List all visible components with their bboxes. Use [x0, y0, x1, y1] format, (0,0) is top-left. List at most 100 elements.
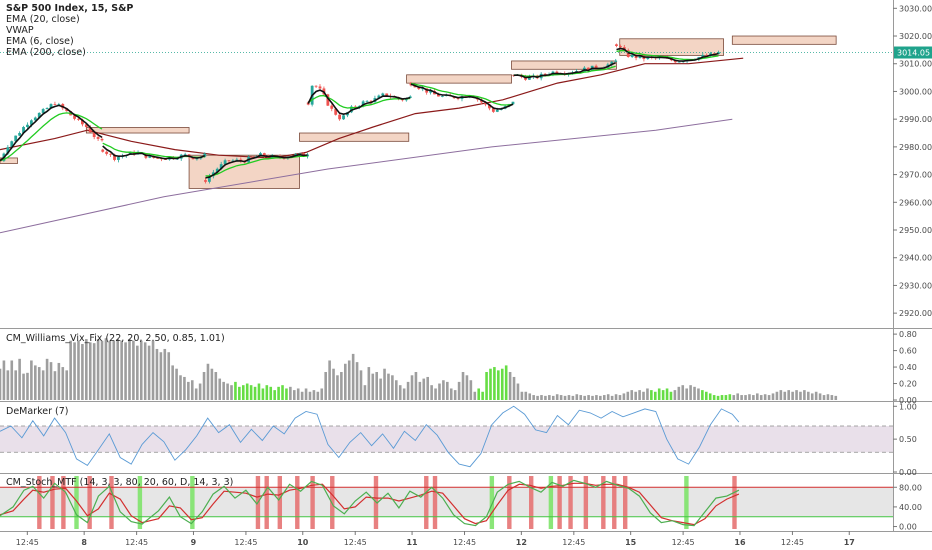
candle-down: [262, 153, 266, 157]
wvf-bar: [489, 368, 492, 400]
candle-up: [148, 155, 152, 158]
stoch-signal-red: [732, 476, 737, 529]
candle-up: [342, 115, 345, 120]
wvf-bar: [497, 370, 500, 400]
price-tick-label: 2950.00: [899, 226, 932, 235]
price-pane: 3030.00 3020.00 3010.00 3000.00 2990.00 2980.…: [0, 4, 932, 318]
wvf-bar: [22, 373, 25, 400]
wvf-bar: [626, 391, 630, 400]
wvf-bar: [194, 388, 198, 400]
wvf-bar: [234, 381, 237, 400]
candle-up: [614, 60, 618, 62]
stoch-signal-red: [528, 476, 534, 529]
candle-down: [618, 45, 622, 48]
candle-up: [511, 101, 515, 105]
candle-down: [437, 94, 440, 97]
wvf-tick-label: 0.00: [899, 396, 917, 405]
wvf-bar: [681, 385, 685, 400]
wvf-bar: [371, 373, 375, 400]
wvf-bar: [418, 381, 422, 400]
wvf-bar: [434, 388, 437, 400]
ema20-line: [410, 82, 514, 106]
candle-down: [109, 153, 112, 155]
price-tick-label: 2960.00: [899, 198, 932, 207]
wvf-bar: [85, 339, 88, 400]
wvf-bar: [340, 372, 343, 400]
candle-down: [318, 86, 322, 89]
wvf-bar: [116, 339, 120, 400]
wvf-bar: [336, 375, 339, 400]
candle-up: [45, 108, 49, 110]
wvf-bar: [402, 388, 406, 400]
wvf-bar: [328, 360, 331, 400]
wvf-bar: [159, 352, 163, 400]
candle-up: [349, 106, 353, 113]
ema6-line: [205, 153, 308, 179]
wvf-bar: [748, 394, 751, 400]
stoch-tick-label: 0.00: [899, 523, 917, 532]
stoch-signal-green: [548, 476, 554, 529]
time-tick-label: 12:45: [781, 538, 804, 547]
stoch-signal-red: [557, 476, 562, 529]
wvf-bar: [477, 388, 481, 400]
time-tick-label: 12:45: [562, 538, 585, 547]
wvf-bar: [528, 393, 532, 400]
candle-down: [88, 126, 92, 133]
stoch-signal-red: [87, 476, 92, 529]
wvf-bar: [759, 395, 763, 400]
wvf-bar: [14, 370, 17, 400]
wvf-bar: [96, 339, 100, 400]
candle-up: [231, 160, 235, 162]
wvf-tick-label: 0.80: [899, 330, 917, 339]
wvf-bar: [241, 385, 245, 400]
wvf-bar: [30, 360, 33, 400]
wvf-bar: [504, 365, 508, 400]
stoch-signal-red: [330, 476, 335, 529]
wvf-bar: [112, 340, 116, 400]
stoch-tick-label: 40.00: [899, 503, 922, 512]
wvf-bar: [296, 388, 300, 400]
wvf-bar: [665, 388, 669, 400]
wvf-bar: [685, 388, 688, 400]
candle-down: [84, 124, 88, 127]
candle-down: [73, 115, 76, 119]
candle-down: [92, 132, 96, 138]
candle-up: [377, 95, 381, 99]
wvf-bar: [756, 393, 759, 400]
stoch-signal-red: [583, 476, 589, 529]
wvf-bar: [18, 358, 21, 400]
wvf-bar: [147, 345, 151, 400]
wvf-bar: [422, 378, 426, 400]
candle-down: [555, 71, 559, 74]
wvf-bar: [508, 372, 512, 400]
wvf-bar: [281, 385, 284, 400]
wvf-bar: [308, 391, 312, 400]
candle-up: [57, 104, 61, 105]
candle-up: [22, 127, 25, 133]
wvf-bar: [512, 376, 516, 400]
stoch-signal-red: [277, 476, 283, 529]
time-tick-label: 12:45: [16, 538, 39, 547]
wvf-bar: [614, 394, 618, 400]
candle-up: [440, 96, 444, 97]
candle-down: [417, 87, 421, 89]
wvf-bar: [548, 395, 551, 400]
wvf-bar: [575, 394, 579, 400]
candle-up: [6, 147, 10, 154]
candle-down: [96, 137, 100, 139]
demarker-pane-title: DeMarker (7): [6, 406, 69, 417]
candle-down: [338, 114, 342, 120]
wvf-bar: [485, 372, 488, 400]
wvf-bar: [799, 391, 802, 400]
wvf-bar: [379, 378, 382, 400]
wvf-bar: [426, 376, 430, 400]
wvf-bar: [304, 388, 308, 400]
wvf-bar: [438, 383, 441, 400]
wvf-bar: [387, 373, 390, 400]
wvf-bar: [139, 340, 143, 400]
candle-up: [365, 100, 369, 102]
wvf-bar: [449, 388, 453, 400]
wvf-bar: [634, 391, 637, 400]
wvf-bar: [151, 340, 155, 400]
